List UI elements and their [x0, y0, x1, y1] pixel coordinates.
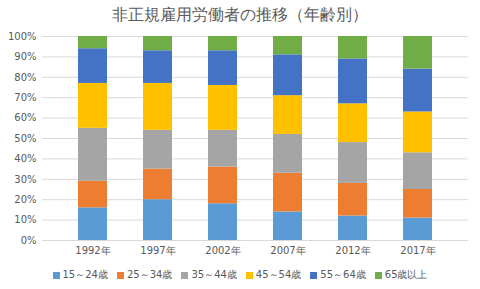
svg-text:1997年: 1997年 [140, 245, 175, 256]
svg-text:2017年: 2017年 [400, 245, 435, 256]
html-text:25～34歳: 25～34歳 [127, 269, 173, 280]
html-text:15～24歳: 15～24歳 [62, 269, 108, 280]
svg-text:0%: 0% [21, 235, 37, 246]
svg-text:1992年: 1992年 [75, 245, 110, 256]
html-text:35～44歳: 35～44歳 [191, 269, 237, 280]
svg-text:80%: 80% [14, 72, 36, 83]
svg-text:2012年: 2012年 [335, 245, 370, 256]
svg-text:70%: 70% [14, 92, 36, 103]
html-text:45～54歳: 45～54歳 [255, 269, 302, 280]
svg-text:30%: 30% [14, 174, 36, 185]
svg-text:2002年: 2002年 [205, 245, 240, 256]
svg-text:40%: 40% [14, 153, 36, 164]
svg-text:10%: 10% [14, 214, 36, 225]
svg-text:100%: 100% [8, 31, 37, 42]
svg-text:50%: 50% [14, 133, 36, 144]
svg-text:60%: 60% [14, 112, 36, 123]
html-text:55～64歳: 55～64歳 [320, 269, 366, 280]
html-text:65歳以上: 65歳以上 [384, 269, 428, 280]
svg-text:90%: 90% [14, 51, 36, 62]
html-text:非正規雇用労働者の推移（年齢別）: 非正規雇用労働者の推移（年齢別） [112, 5, 368, 24]
svg-text:20%: 20% [14, 194, 36, 205]
svg-text:2007年: 2007年 [270, 245, 305, 256]
